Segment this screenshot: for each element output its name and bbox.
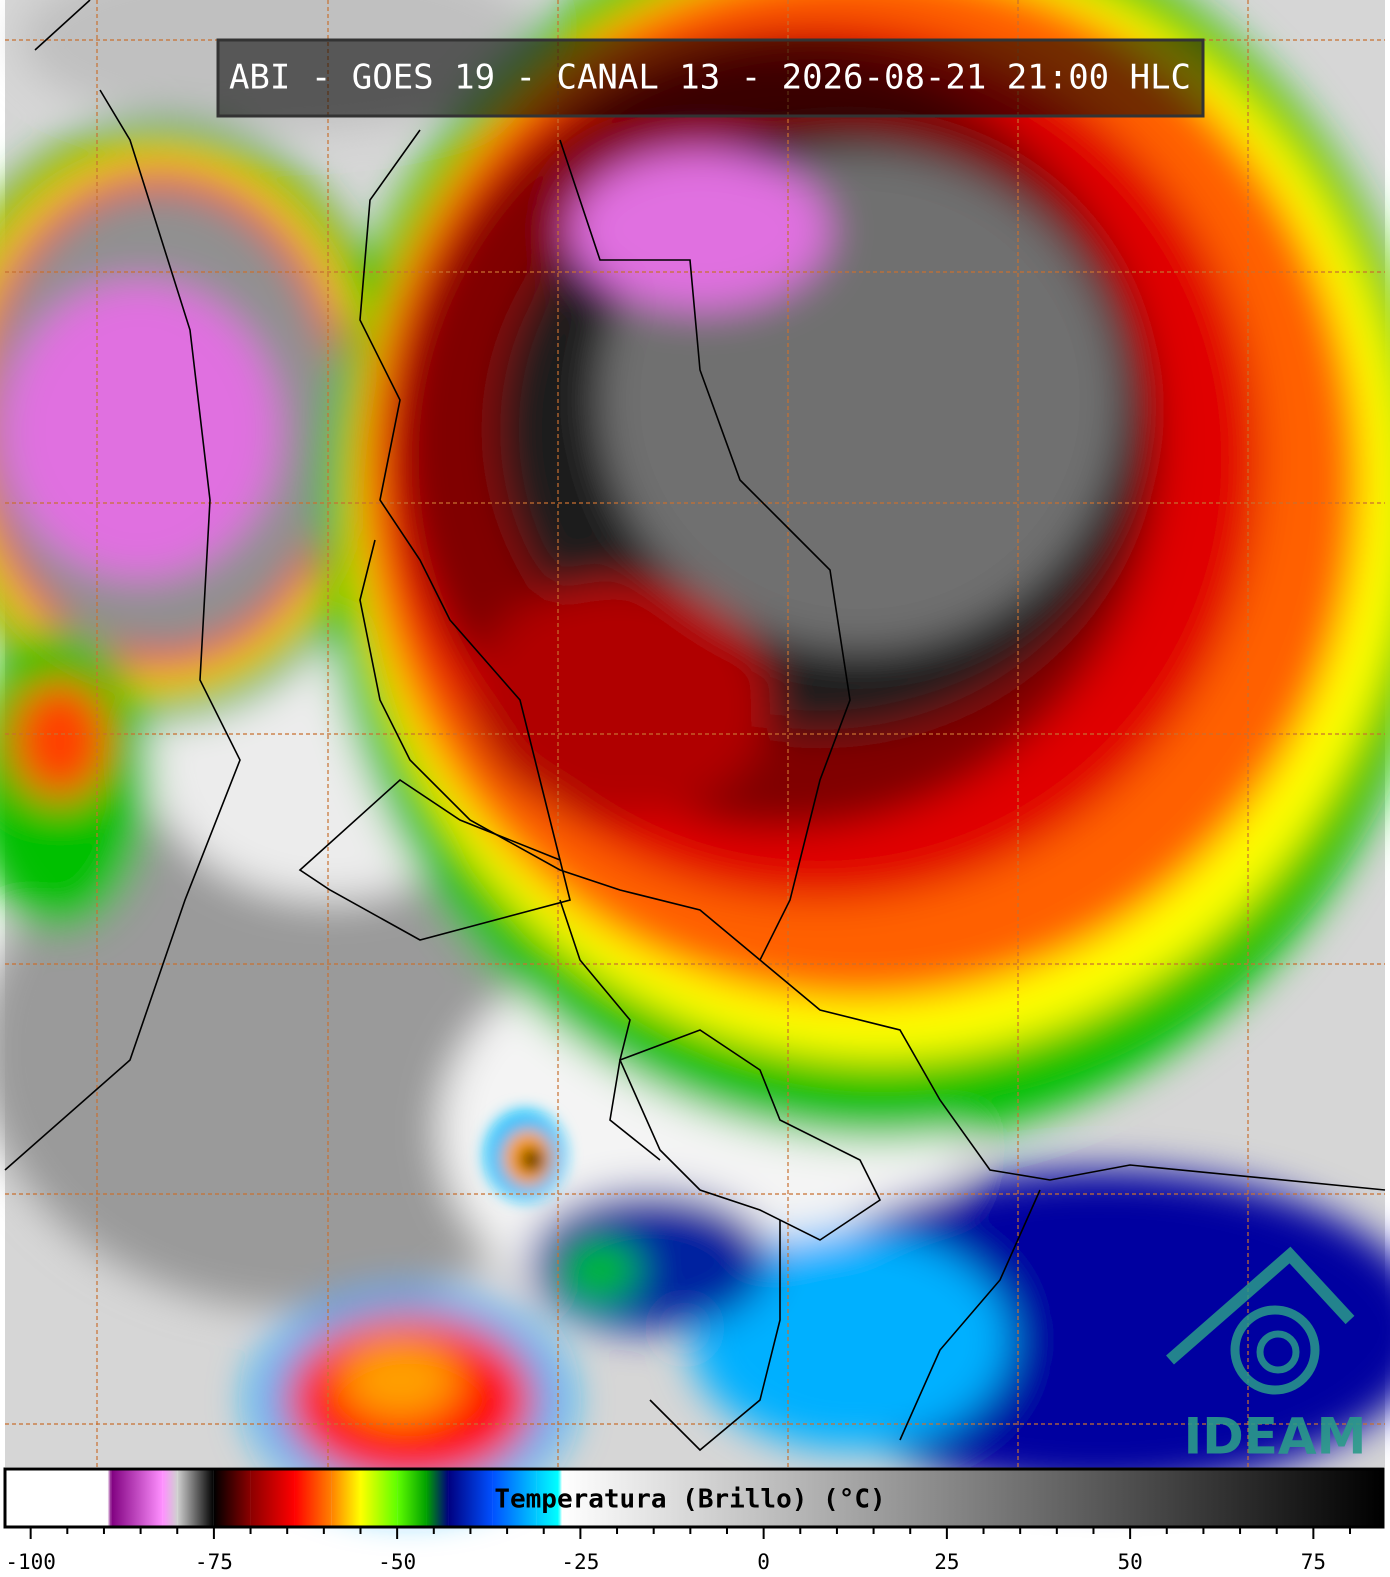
colorbar-segment [536, 1469, 559, 1527]
colorbar-segment [331, 1469, 361, 1527]
tick-label: -75 [195, 1550, 233, 1574]
colorbar-segment [162, 1469, 178, 1527]
colorbar [5, 1469, 1383, 1527]
tick-label: 50 [1117, 1550, 1142, 1574]
tick-label: 75 [1301, 1550, 1326, 1574]
tick-label: -25 [561, 1550, 599, 1574]
colorbar-segment [107, 1469, 112, 1527]
colorbar-segment [448, 1469, 493, 1527]
colorbar-segment [492, 1469, 537, 1527]
colorbar-segment [177, 1469, 214, 1527]
colorbar-segment [111, 1469, 163, 1527]
logo-text: IDEAM [1184, 1408, 1367, 1466]
colorbar-segment [294, 1469, 332, 1527]
colorbar-segment [397, 1469, 427, 1527]
title: ABI - GOES 19 - CANAL 13 - 2026-08-21 21… [229, 58, 1191, 98]
colorbar-label: Temperatura (Brillo) (°C) [494, 1485, 885, 1515]
tick-label: -50 [378, 1550, 416, 1574]
colorbar-segment [426, 1469, 449, 1527]
colorbar-segment [360, 1469, 398, 1527]
satellite-image [0, 0, 1390, 1510]
colorbar-segment [5, 1469, 108, 1527]
colorbar-segment [558, 1469, 563, 1527]
title-box [216, 38, 1205, 118]
colorbar-frame [3, 1467, 1385, 1529]
colorbar-segment [250, 1469, 295, 1527]
logo [1166, 1246, 1355, 1395]
tick-label: 25 [934, 1550, 959, 1574]
tick-label: 0 [757, 1550, 770, 1574]
colorbar-segment [213, 1469, 251, 1527]
colorbar-segment [562, 1469, 1383, 1527]
tick-label: -100 [5, 1550, 56, 1574]
